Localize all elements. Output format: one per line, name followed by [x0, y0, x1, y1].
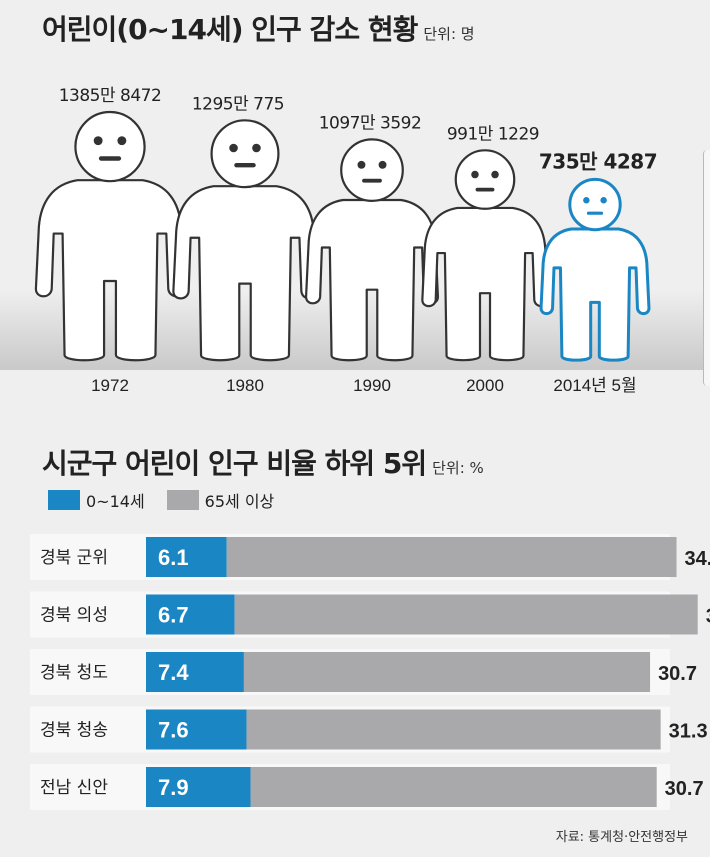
- legend-label-children: 0~14세: [86, 492, 145, 511]
- figure-1990: [304, 138, 440, 362]
- legend-label-elderly: 65세 이상: [204, 492, 275, 511]
- bar-children: [146, 709, 247, 750]
- value-label-elderly: 31.3: [669, 721, 708, 743]
- value-label: 991만 1229: [447, 124, 539, 144]
- figure-2014년 5월: [539, 177, 651, 362]
- value-label: 1385만 8472: [59, 86, 162, 106]
- bar-elderly: [243, 652, 651, 692]
- category-label: 경북 군위: [40, 548, 108, 568]
- pictogram-title: 어린이(0~14세) 인구 감소 현황 단위: 명: [42, 13, 475, 46]
- category-label: 경북 청송: [40, 721, 108, 741]
- scrollbar-edge[interactable]: [703, 150, 710, 386]
- category-label: 경북 의성: [40, 606, 108, 626]
- bar-children: [146, 652, 244, 692]
- value-label: 1295만 775: [192, 94, 284, 114]
- bar-children: [146, 594, 235, 635]
- bar-children: [146, 767, 251, 807]
- year-label: 1972: [91, 376, 129, 395]
- value-label: 1097만 3592: [319, 113, 422, 133]
- bar-children: [146, 537, 227, 577]
- value-label-elderly: 30.7: [665, 778, 704, 800]
- value-label-elderly: 34.0: [685, 548, 710, 570]
- source-note: 자료: 통계청·안전행정부: [555, 830, 688, 845]
- year-label: 1980: [226, 376, 264, 395]
- value-label-children: 7.6: [158, 718, 189, 743]
- bar-elderly: [226, 537, 677, 577]
- value-label-children: 7.4: [158, 660, 189, 685]
- legend: 0~14세 65세 이상: [48, 488, 274, 512]
- value-label-children: 6.1: [158, 545, 189, 570]
- category-label: 전남 신안: [40, 778, 108, 798]
- year-label: 2014년 5월: [553, 376, 636, 395]
- value-label: 735만 4287: [539, 150, 657, 174]
- legend-swatch-elderly: [166, 490, 199, 510]
- category-label: 경북 청도: [40, 663, 108, 683]
- bar-elderly: [250, 767, 657, 807]
- value-label-elderly: 35.0: [706, 606, 710, 628]
- bar-elderly: [234, 594, 698, 635]
- figure-1980: [172, 119, 318, 362]
- value-label-elderly: 30.7: [658, 663, 697, 685]
- bar-chart-title: 시군구 어린이 인구 비율 하위 5위 단위: %: [42, 447, 484, 480]
- value-label-children: 7.9: [158, 775, 189, 800]
- year-label: 2000: [466, 376, 504, 395]
- figure-2000: [421, 149, 549, 362]
- legend-swatch-children: [48, 490, 80, 510]
- bar-elderly: [246, 709, 661, 750]
- value-label-children: 6.7: [158, 603, 189, 628]
- pictogram-chart: 1385만 8472 1972 1295만 775 1980 1097만 3592 199…: [34, 86, 658, 395]
- year-label: 1990: [353, 376, 391, 395]
